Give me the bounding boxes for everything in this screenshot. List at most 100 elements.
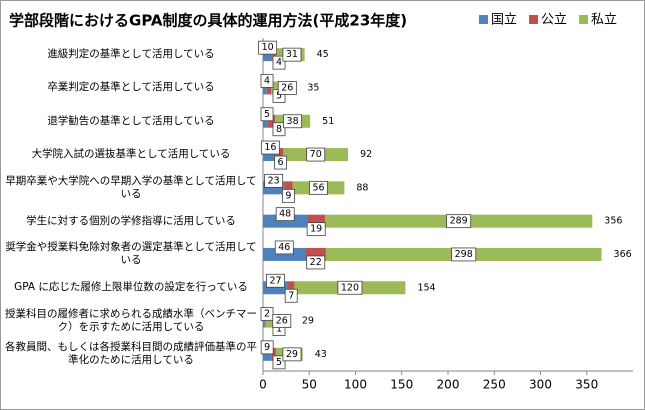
total-label: 51 bbox=[322, 116, 334, 127]
legend-swatch bbox=[529, 15, 539, 24]
value-label-box bbox=[277, 81, 297, 95]
bar-segment bbox=[287, 281, 295, 295]
y-tick-label: GPA に応じた履修上限単位数の設定を行っている bbox=[14, 281, 248, 294]
y-tick-label: 各教員間、もしくは各授業科目間の成績評価基準の平準化のために活用している bbox=[5, 341, 257, 367]
y-tick-label: 大学院入試の選抜基準として活用している bbox=[31, 148, 231, 161]
y-tick-label: 学生に対する個別の学修指導に活用している bbox=[26, 214, 236, 227]
bar-segment bbox=[277, 148, 284, 162]
value-label-box bbox=[306, 222, 326, 237]
value-label-box bbox=[260, 340, 274, 355]
value-label-box bbox=[284, 288, 298, 303]
x-tick-label: 150 bbox=[390, 378, 413, 392]
total-label: 154 bbox=[417, 282, 435, 293]
legend-label: 公立 bbox=[541, 13, 567, 28]
value-label-box bbox=[260, 140, 280, 155]
y-tick-label: 進級判定の基準として活用している bbox=[47, 48, 215, 61]
bar-segment bbox=[266, 81, 272, 95]
bar-segment bbox=[284, 181, 293, 195]
value-label: 48 bbox=[279, 209, 291, 220]
value-label-box bbox=[282, 347, 302, 362]
value-label: 56 bbox=[312, 182, 324, 193]
y-tick-label: 授業科目の履修者に求められる成績水準（ベンチマーク）を示すために活用している bbox=[5, 308, 257, 334]
bar-segment bbox=[271, 347, 276, 361]
x-tick-label: 300 bbox=[529, 378, 552, 392]
total-label: 356 bbox=[604, 216, 622, 227]
value-label-box bbox=[274, 240, 294, 255]
total-label: 366 bbox=[614, 249, 632, 260]
bar-segment bbox=[264, 314, 266, 328]
value-label-box bbox=[264, 173, 284, 188]
value-label: 29 bbox=[286, 349, 298, 360]
value-label-box bbox=[275, 207, 295, 222]
value-label-box bbox=[266, 273, 285, 288]
value-label: 289 bbox=[450, 216, 468, 227]
value-label: 27 bbox=[269, 275, 281, 286]
value-label-box bbox=[258, 40, 278, 55]
value-label: 38 bbox=[287, 116, 299, 127]
value-label: 9 bbox=[285, 190, 291, 201]
value-label: 26 bbox=[276, 316, 288, 327]
value-label-box bbox=[451, 247, 477, 262]
total-label: 29 bbox=[302, 316, 314, 327]
value-label-box bbox=[272, 122, 286, 137]
value-label: 298 bbox=[455, 249, 473, 260]
value-label: 23 bbox=[268, 175, 280, 186]
value-label-box bbox=[272, 355, 286, 370]
value-label-box bbox=[260, 107, 274, 122]
value-label: 22 bbox=[310, 257, 322, 268]
x-tick-label: 100 bbox=[344, 378, 367, 392]
total-label: 88 bbox=[356, 182, 368, 193]
x-tick-label: 200 bbox=[437, 378, 460, 392]
y-tick-label: 奨学金や授業料免除対象者の選定基準として活用している bbox=[5, 241, 257, 267]
bar-segment bbox=[263, 347, 272, 361]
bar-segment bbox=[263, 81, 267, 95]
value-label-box bbox=[260, 74, 274, 88]
value-label: 8 bbox=[276, 124, 282, 135]
bar-segment bbox=[272, 48, 276, 62]
value-label: 1 bbox=[276, 324, 282, 335]
value-label: 5 bbox=[264, 109, 270, 120]
value-label-box bbox=[282, 188, 295, 203]
legend-swatch bbox=[479, 15, 488, 24]
y-tick-label: 退学勧告の基準として活用している bbox=[47, 114, 215, 127]
value-label-box bbox=[282, 47, 302, 62]
value-label: 120 bbox=[341, 282, 359, 293]
y-tick-label: 卒業判定の基準として活用している bbox=[47, 81, 215, 94]
value-label: 26 bbox=[281, 82, 293, 93]
bar-segment bbox=[263, 314, 265, 328]
value-label: 5 bbox=[276, 90, 282, 101]
value-label: 4 bbox=[276, 57, 282, 68]
value-label: 19 bbox=[310, 224, 322, 235]
value-label: 10 bbox=[262, 42, 274, 53]
x-tick-label: 50 bbox=[302, 378, 317, 392]
value-label: 9 bbox=[264, 342, 270, 353]
chart-title: 学部段階におけるGPA制度の具体的運用方法(平成23年度) bbox=[9, 12, 407, 30]
total-label: 35 bbox=[307, 82, 319, 93]
value-label-box bbox=[274, 155, 287, 170]
value-label-box bbox=[446, 214, 472, 229]
value-label-box bbox=[283, 114, 303, 129]
legend-swatch bbox=[579, 15, 589, 24]
value-label: 2 bbox=[264, 309, 270, 320]
value-label-box bbox=[306, 255, 326, 270]
legend-label: 国立 bbox=[491, 13, 517, 28]
value-label: 4 bbox=[264, 75, 270, 86]
value-label: 16 bbox=[264, 142, 276, 153]
bar-segment bbox=[263, 214, 308, 228]
value-label: 5 bbox=[276, 357, 282, 368]
value-label-box bbox=[309, 180, 328, 195]
value-label: 46 bbox=[278, 242, 290, 253]
bar-segment bbox=[263, 48, 273, 62]
value-label: 70 bbox=[310, 149, 322, 160]
total-label: 45 bbox=[317, 49, 329, 60]
value-label-box bbox=[272, 55, 286, 70]
value-label: 7 bbox=[288, 290, 294, 301]
value-label: 6 bbox=[278, 157, 284, 168]
total-label: 43 bbox=[315, 349, 327, 360]
y-tick-label: 早期卒業や大学院への早期入学の基準として活用している bbox=[5, 174, 257, 200]
value-label: 31 bbox=[286, 49, 298, 60]
x-tick-label: 350 bbox=[575, 378, 598, 392]
bar-segment bbox=[267, 114, 276, 128]
